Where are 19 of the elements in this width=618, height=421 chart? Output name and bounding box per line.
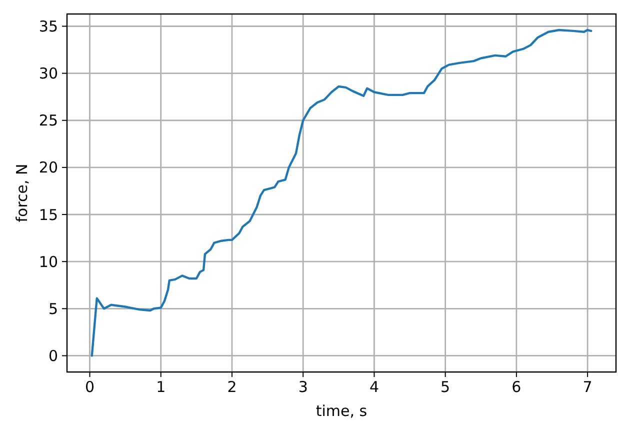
y-tick-label: 20 [38, 158, 58, 177]
y-tick-label: 15 [38, 206, 58, 224]
y-tick-label: 25 [38, 112, 58, 130]
x-tick-label: 2 [227, 378, 237, 396]
x-tick-label: 0 [84, 378, 95, 396]
x-tick-label: 6 [512, 378, 522, 396]
y-tick-label: 35 [38, 17, 58, 36]
x-tick-label: 1 [156, 378, 166, 396]
x-tick-label: 3 [298, 378, 308, 396]
y-tick-label: 5 [48, 300, 58, 318]
y-axis-title: force, N [13, 164, 31, 222]
x-tick-label: 5 [440, 378, 450, 396]
y-tick-label: 10 [38, 252, 58, 271]
x-tick-label: 7 [582, 378, 592, 396]
x-axis-title: time, s [316, 402, 368, 420]
x-tick-label: 4 [369, 378, 379, 396]
y-tick-label: 0 [48, 346, 58, 365]
line-series [90, 28, 592, 357]
y-tick-label: 30 [38, 64, 58, 83]
